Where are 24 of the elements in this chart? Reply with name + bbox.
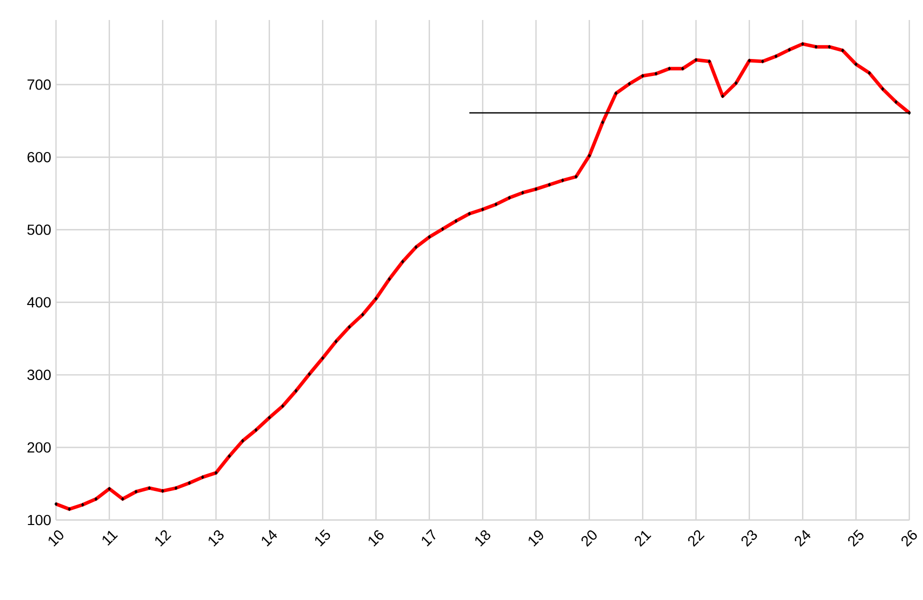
- y-tick-label: 600: [28, 152, 51, 162]
- x-tick-label: 22: [688, 530, 705, 547]
- y-tick-label: 700: [28, 79, 51, 90]
- x-tick-label: 13: [208, 530, 224, 547]
- x-tick-label: 25: [848, 530, 864, 547]
- x-tick-label: 17: [422, 529, 436, 546]
- x-tick-label: 24: [794, 530, 811, 547]
- x-tick-label: 14: [262, 530, 278, 546]
- x-tick-label: 10: [48, 530, 64, 547]
- x-tick-label: 11: [102, 530, 118, 546]
- y-tick-label: 300: [27, 370, 51, 380]
- x-tick-label: 23: [741, 530, 757, 547]
- x-tick-label: 18: [475, 530, 490, 547]
- x-tick-label: 16: [368, 530, 384, 547]
- y-tick-label: 400: [27, 297, 51, 308]
- y-tick-label: 500: [27, 224, 51, 235]
- x-tick-label: 20: [581, 530, 597, 547]
- y-tick-label: 200: [28, 442, 51, 453]
- x-tick-label: 12: [155, 530, 172, 547]
- x-tick-label: 26: [901, 530, 917, 547]
- x-tick-label: 15: [315, 529, 330, 546]
- x-tick-label: 21: [634, 530, 652, 547]
- y-tick-label: 100: [28, 514, 51, 526]
- x-tick-label: 19: [528, 530, 544, 547]
